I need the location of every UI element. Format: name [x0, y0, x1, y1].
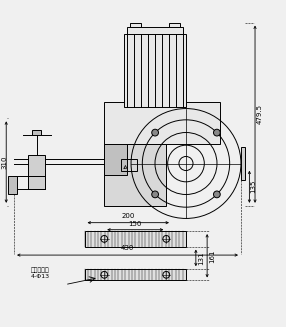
- Bar: [28, 155, 45, 176]
- Circle shape: [213, 191, 220, 198]
- Bar: [241, 146, 245, 181]
- Bar: [104, 144, 127, 175]
- Bar: [127, 27, 183, 34]
- Bar: [124, 34, 186, 107]
- Circle shape: [213, 129, 220, 136]
- Bar: [9, 176, 17, 195]
- Text: 4-Φ13: 4-Φ13: [31, 274, 50, 279]
- Circle shape: [152, 129, 158, 136]
- Text: 310: 310: [2, 155, 8, 169]
- Text: 150: 150: [129, 221, 142, 227]
- Text: 131: 131: [198, 251, 204, 265]
- Bar: [28, 176, 45, 189]
- Bar: [32, 130, 41, 135]
- Text: 161: 161: [209, 249, 215, 263]
- Text: 135: 135: [251, 180, 257, 194]
- Bar: [104, 144, 166, 206]
- Bar: [85, 231, 186, 247]
- Circle shape: [152, 191, 158, 198]
- Text: 430: 430: [121, 245, 134, 251]
- Bar: [130, 23, 141, 27]
- Text: 479.5: 479.5: [257, 104, 263, 124]
- Text: 200: 200: [122, 214, 135, 219]
- Bar: [169, 23, 180, 27]
- Bar: [121, 159, 137, 171]
- Bar: [85, 269, 186, 281]
- Text: 机座尺寸图: 机座尺寸图: [31, 267, 50, 273]
- Polygon shape: [104, 101, 220, 144]
